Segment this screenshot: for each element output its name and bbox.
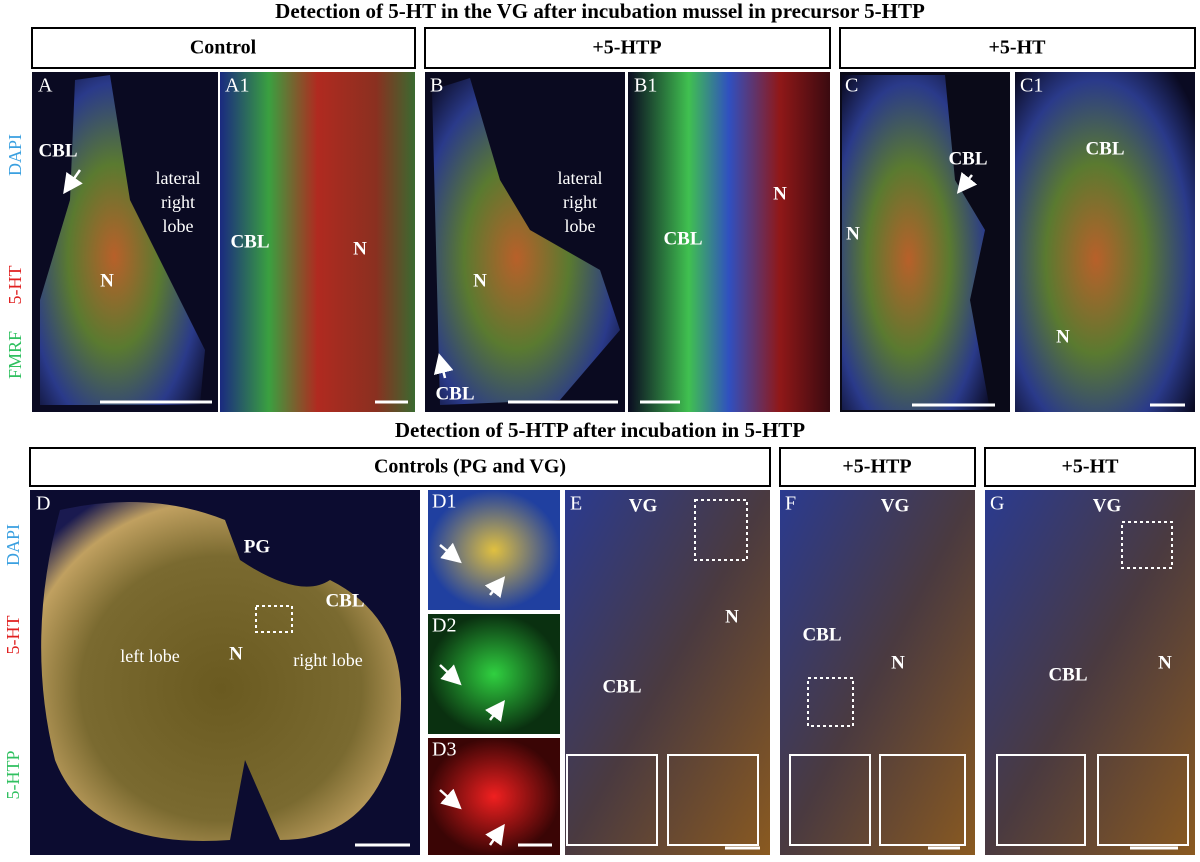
region-label: lobe <box>565 216 596 236</box>
panel-letter: D2 <box>432 615 456 637</box>
channel-label: 5-HT <box>5 266 25 305</box>
region-label: N <box>1056 326 1070 347</box>
region-label: N <box>773 183 787 204</box>
arrow <box>439 664 462 686</box>
region-label: right <box>563 192 597 212</box>
region-label: N <box>353 238 367 259</box>
panel-letter: C1 <box>1020 75 1043 97</box>
arrow <box>485 823 505 847</box>
zoom-box <box>1121 521 1173 569</box>
region-label: CBL <box>948 148 987 169</box>
group-label: +5-HT <box>1062 456 1120 478</box>
group-label: Controls (PG and VG) <box>374 456 566 478</box>
group-box <box>29 447 771 487</box>
group-box <box>31 27 416 69</box>
region-label: CBL <box>230 231 269 252</box>
arrow <box>485 700 505 722</box>
group-label: +5-HT <box>989 37 1047 59</box>
group-box <box>779 447 976 487</box>
region-label: VG <box>1093 495 1122 516</box>
panel-letter: B1 <box>634 75 657 97</box>
arrow <box>439 542 462 564</box>
region-label: CBL <box>38 140 77 161</box>
panel-letter: F <box>785 493 796 515</box>
image-panel <box>1015 72 1195 412</box>
tissue <box>40 75 205 405</box>
inset <box>566 754 658 846</box>
channel-label: 5-HTP <box>3 751 23 800</box>
region-label: CBL <box>435 383 474 404</box>
inset <box>789 754 871 846</box>
region-label: N <box>891 652 905 673</box>
inset <box>667 754 759 846</box>
panel-letter: C <box>845 75 858 97</box>
panel-letter: E <box>570 493 582 515</box>
arrow <box>63 169 83 195</box>
panel-letter: A <box>38 75 53 97</box>
zoom-box <box>807 677 854 727</box>
channel-label: 5-HT <box>3 616 23 655</box>
channel-label: DAPI <box>3 524 23 566</box>
inset <box>879 754 966 846</box>
tissue <box>842 75 990 410</box>
arrow <box>956 172 978 194</box>
zoom-box <box>255 605 293 633</box>
region-label: VG <box>629 495 658 516</box>
zoom-box <box>694 499 748 561</box>
region-label: left lobe <box>120 646 179 666</box>
region-label: N <box>229 643 243 664</box>
region-label: N <box>100 270 114 291</box>
panel-letter: G <box>990 493 1004 515</box>
region-label: lateral <box>156 168 201 188</box>
arrow <box>433 353 454 379</box>
channel-label: FMRF <box>5 331 25 379</box>
region-label: right <box>161 192 195 212</box>
image-panel <box>780 490 975 855</box>
region-label: N <box>725 606 739 627</box>
region-label: N <box>473 270 487 291</box>
region-label: PG <box>244 536 271 557</box>
group-label: +5-HTP <box>592 37 661 59</box>
region-label: N <box>1158 652 1172 673</box>
region-label: right lobe <box>293 650 363 670</box>
region-label: lobe <box>163 216 194 236</box>
inset <box>1097 754 1189 846</box>
inset <box>996 754 1086 846</box>
region-label: CBL <box>325 590 364 611</box>
region-label: CBL <box>663 228 702 249</box>
panel-letter: B <box>430 75 443 97</box>
tissue <box>41 502 402 841</box>
panel-letter: D3 <box>432 739 456 761</box>
region-label: CBL <box>1085 138 1124 159</box>
region-label: lateral <box>558 168 603 188</box>
arrow <box>484 576 506 598</box>
group-label: +5-HTP <box>842 456 911 478</box>
group-box <box>424 27 831 69</box>
region-label: N <box>846 223 860 244</box>
group-box <box>839 27 1196 69</box>
channel-label: DAPI <box>5 134 25 176</box>
image-panel <box>220 72 415 412</box>
region-label: VG <box>881 495 910 516</box>
image-panel <box>985 490 1195 855</box>
group-label: Control <box>190 37 257 59</box>
region-label: CBL <box>602 676 641 697</box>
image-panel <box>628 72 830 412</box>
panel-letter: A1 <box>225 75 249 97</box>
group-box <box>984 447 1196 487</box>
arrow <box>439 788 462 810</box>
panel-letter: D <box>36 493 50 515</box>
tissue <box>432 78 620 405</box>
region-label: CBL <box>802 624 841 645</box>
panel-letter: D1 <box>432 491 456 513</box>
figure-title: Detection of 5-HT in the VG after incuba… <box>275 0 925 23</box>
section-title: Detection of 5-HTP after incubation in 5… <box>395 418 805 442</box>
region-label: CBL <box>1048 664 1087 685</box>
